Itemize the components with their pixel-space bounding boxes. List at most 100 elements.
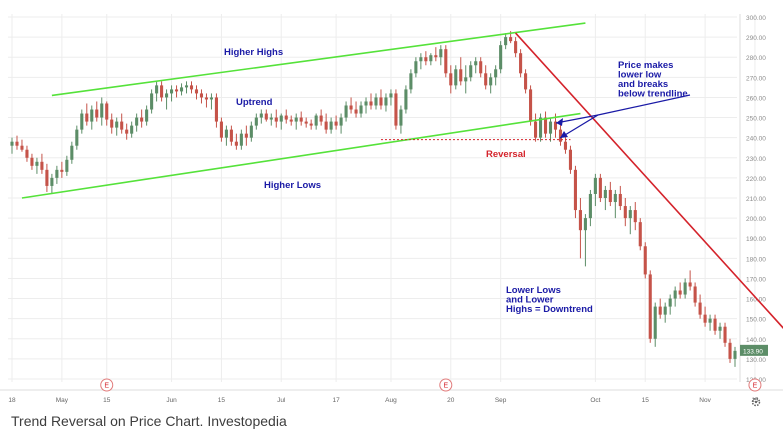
x-tick-label: 17 <box>332 397 340 404</box>
candle-body <box>354 109 358 114</box>
annotation-line: Higher Lows <box>264 180 321 191</box>
candle-body <box>50 177 54 186</box>
candle <box>254 113 258 130</box>
candle <box>429 53 433 66</box>
candle <box>543 111 548 138</box>
candle <box>289 115 293 126</box>
candle-body <box>628 210 632 219</box>
y-tick-label: 160.00 <box>746 297 766 304</box>
candle-body <box>194 89 199 94</box>
candle <box>424 51 428 66</box>
x-axis: 18May15Jun15Jul17Aug20SepOct15Nov15Dec15 <box>0 389 783 407</box>
earnings-marker: E <box>439 378 453 392</box>
candle <box>170 85 174 102</box>
candle-body <box>613 193 617 203</box>
candle-body <box>449 73 453 86</box>
candle <box>529 85 533 126</box>
trendline-downtrend <box>515 32 783 329</box>
candle-body <box>65 159 69 172</box>
candle-body <box>404 89 408 110</box>
candle <box>100 97 104 126</box>
candle <box>688 270 692 291</box>
x-tick-label: 18 <box>8 397 16 404</box>
candle-body <box>733 350 737 359</box>
candle <box>698 294 702 319</box>
candle-body <box>120 121 124 130</box>
candle-body <box>174 89 179 92</box>
candle <box>55 165 59 184</box>
candle <box>274 109 278 128</box>
candle <box>279 113 283 130</box>
annotation-line: Highs = Downtrend <box>506 304 593 315</box>
candle-body <box>509 37 513 42</box>
candle-body <box>389 93 393 98</box>
annotation-text: Uptrend <box>236 97 273 108</box>
y-tick-label: 250.00 <box>746 116 766 123</box>
candle <box>70 141 74 164</box>
candle <box>693 282 697 307</box>
candle-body <box>598 177 602 198</box>
candle-body <box>179 87 184 92</box>
candle-body <box>514 41 518 54</box>
candle <box>234 133 238 150</box>
candle-body <box>534 121 538 138</box>
candle <box>728 338 732 363</box>
annotation-line: Reversal <box>486 149 526 160</box>
candle-body <box>10 141 14 146</box>
candle <box>314 113 318 130</box>
candle-body <box>299 117 303 122</box>
candle <box>30 153 34 170</box>
candle-body <box>344 105 348 118</box>
candle-body <box>474 61 478 66</box>
y-tick-label: 170.00 <box>746 276 766 283</box>
candle <box>608 181 612 207</box>
x-tick-label: 15 <box>103 397 111 404</box>
candle <box>140 109 144 128</box>
candle <box>299 111 303 126</box>
candle <box>334 115 338 130</box>
candle <box>204 93 209 108</box>
candle <box>384 93 388 112</box>
x-tick-label: 20 <box>447 397 455 404</box>
candle <box>628 206 632 235</box>
candle-body <box>409 73 413 90</box>
x-tick-label: Jul <box>277 397 286 404</box>
candle <box>653 302 657 347</box>
candle <box>568 145 573 174</box>
candle-body <box>524 73 528 90</box>
candle <box>668 294 672 315</box>
candle <box>155 81 159 102</box>
annotation-text: Higher Lows <box>264 180 321 191</box>
candle <box>409 69 413 94</box>
candle <box>135 113 139 132</box>
candle <box>469 61 473 82</box>
candle-body <box>454 69 458 86</box>
candle <box>219 117 223 142</box>
candle <box>189 81 194 94</box>
chart-area: 120.00130.00140.00150.00160.00170.00180.… <box>0 14 783 407</box>
candle-body <box>160 85 164 98</box>
candle-body <box>683 282 687 295</box>
candle <box>45 163 49 192</box>
candle-body <box>25 149 29 158</box>
candle <box>713 314 717 335</box>
candle-body <box>329 121 333 130</box>
candle-body <box>135 117 139 126</box>
candle-body <box>264 113 268 120</box>
y-tick-label: 280.00 <box>746 55 766 62</box>
candle-body <box>623 206 627 219</box>
candle <box>524 69 528 94</box>
candle <box>319 109 323 126</box>
candle-body <box>239 133 243 146</box>
candle <box>414 57 418 78</box>
candle-body <box>444 49 448 74</box>
candle-body <box>668 298 672 307</box>
candle <box>150 89 154 114</box>
candle <box>454 65 458 90</box>
candle-body <box>698 302 702 315</box>
y-tick-label: 290.00 <box>746 35 766 42</box>
candle <box>25 145 29 162</box>
candle <box>60 161 64 178</box>
candle-body <box>359 105 363 114</box>
candle-body <box>703 314 707 323</box>
